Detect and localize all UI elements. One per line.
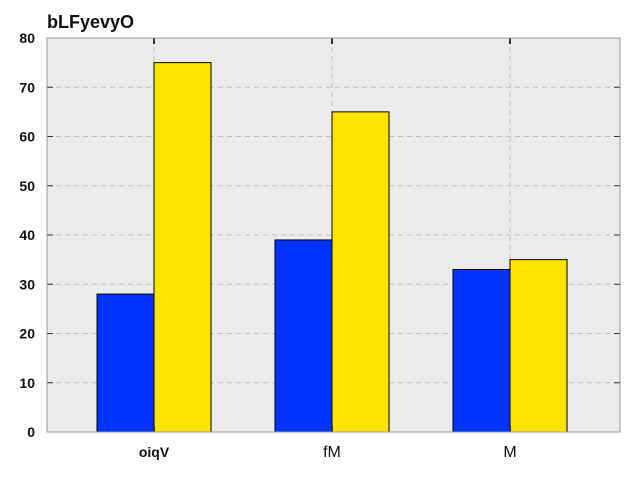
bar-series-2-M — [509, 259, 568, 433]
y-tick-label: 0 — [27, 424, 35, 440]
y-tick-label: 60 — [19, 129, 35, 145]
bars — [96, 62, 568, 433]
y-tick-label: 70 — [19, 79, 35, 95]
plot-frame — [46, 37, 621, 433]
y-tick-label: 40 — [19, 227, 35, 243]
x-tick-label: fM — [323, 444, 341, 461]
bar-series-2-oiqV — [153, 62, 212, 433]
chart-title: bLFyevyO — [47, 12, 134, 32]
axes: 0 10 20 30 40 50 60 70 80 oiqV fM M — [19, 30, 620, 461]
y-tick-label: 10 — [19, 375, 35, 391]
y-tick-label: 50 — [19, 178, 35, 194]
y-tick-label: 80 — [19, 30, 35, 46]
bar-series-1-M — [452, 268, 511, 433]
bar-series-2-fM — [331, 111, 390, 433]
bar-series-1-oiqV — [96, 293, 155, 433]
y-tick-label: 20 — [19, 326, 35, 342]
bar-series-1-fM — [274, 239, 333, 433]
x-tick-label: oiqV — [139, 444, 170, 460]
x-tick-label: M — [503, 444, 516, 461]
y-tick-label: 30 — [19, 276, 35, 292]
